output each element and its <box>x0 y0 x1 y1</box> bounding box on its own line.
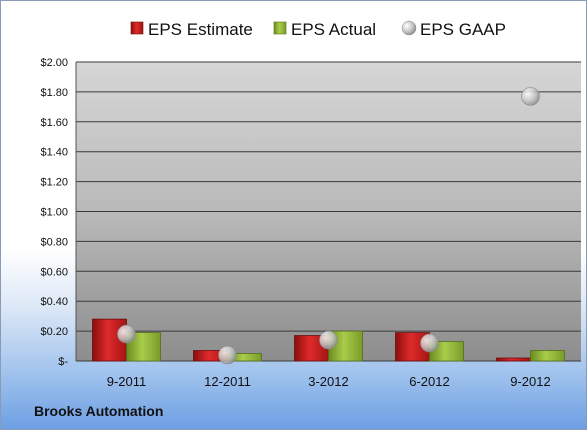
y-tick-label: $0.20 <box>40 326 68 338</box>
point-eps-gaap <box>319 330 338 350</box>
y-tick-label: $1.80 <box>40 87 68 99</box>
bar-eps-actual <box>530 350 565 362</box>
point-eps-gaap <box>420 333 439 353</box>
x-tick-label: 9-2011 <box>107 374 147 389</box>
y-tick-label: $1.20 <box>40 177 68 189</box>
point-eps-gaap <box>218 345 237 365</box>
legend-label: EPS Actual <box>291 20 376 39</box>
x-tick-label: 12-2011 <box>204 374 251 389</box>
y-tick-label: $1.60 <box>40 117 68 129</box>
point-eps-gaap <box>521 87 540 106</box>
point-eps-gaap <box>117 324 136 344</box>
y-tick-label: $0.40 <box>40 296 68 308</box>
x-tick-label: 6-2012 <box>409 374 449 389</box>
y-tick-label: $0.60 <box>40 266 68 278</box>
legend-label: EPS GAAP <box>420 20 506 39</box>
x-tick-label: 3-2012 <box>308 374 348 389</box>
x-tick-label: 9-2012 <box>510 374 550 389</box>
y-tick-label: $2.00 <box>40 57 68 69</box>
company-name: Brooks Automation <box>34 403 164 419</box>
legend-label: EPS Estimate <box>148 20 253 39</box>
y-tick-label: $- <box>58 356 68 368</box>
legend-swatch <box>273 21 287 35</box>
legend-swatch <box>401 20 417 36</box>
legend-swatch <box>130 21 144 35</box>
y-tick-label: $1.40 <box>40 147 68 159</box>
y-tick-label: $0.80 <box>40 236 68 248</box>
bar-eps-estimate <box>496 357 531 362</box>
y-tick-label: $1.00 <box>40 207 68 219</box>
